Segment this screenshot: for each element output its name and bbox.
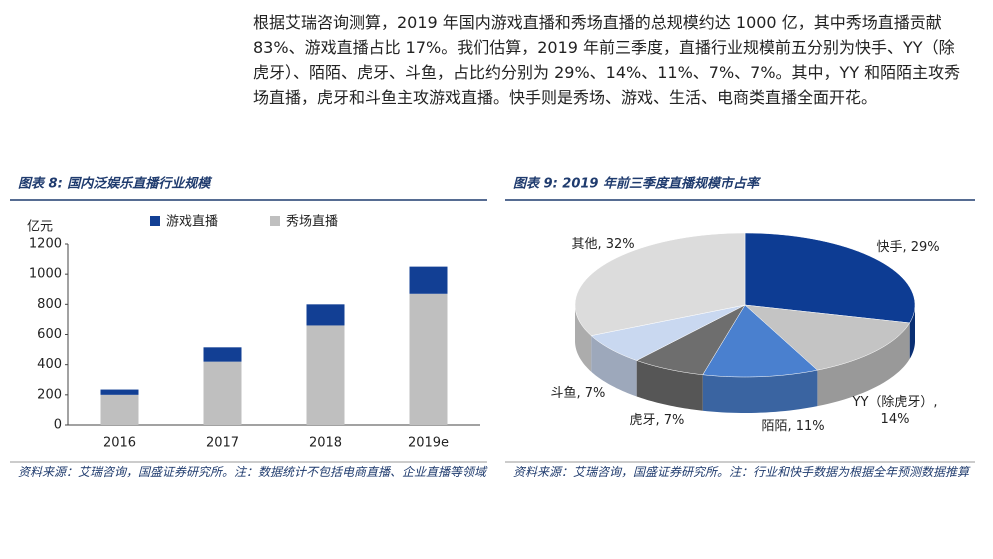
pie-label: 陌陌, 11% <box>761 418 825 434</box>
pie-label: 虎牙, 7% <box>629 412 685 428</box>
paragraph: 根据艾瑞咨询测算，2019 年国内游戏直播和秀场直播的总规模约达 1000 亿，… <box>253 13 961 107</box>
pie-label: 其他, 32% <box>571 236 635 252</box>
x-tick-label: 2016 <box>103 436 136 451</box>
pie-side <box>591 335 637 397</box>
bar-segment <box>306 325 345 425</box>
pie-side <box>575 305 592 372</box>
pie-side <box>817 322 910 407</box>
pie-label: 斗鱼, 7% <box>550 385 606 401</box>
pie-slice <box>702 304 818 378</box>
pie-label: YY（除虎牙）, 14% <box>852 395 938 427</box>
pie-side <box>636 360 703 411</box>
bar-segment <box>306 304 345 326</box>
y-tick-label: 1000 <box>29 267 62 282</box>
bar-segment <box>203 361 242 425</box>
bar-segment <box>409 293 448 425</box>
pie-label: 快手, 29% <box>876 239 940 255</box>
pie-side <box>702 370 818 413</box>
y-tick-label: 0 <box>54 418 62 433</box>
source: 资料来源：艾瑞咨询，国盛证券研究所。注：行业和快手数据为根据全年预测数据推算 <box>513 465 970 479</box>
legend-swatch <box>270 216 280 226</box>
x-tick-label: 2019e <box>408 436 449 451</box>
y-tick-label: 800 <box>37 297 62 312</box>
pie-slice <box>590 304 746 361</box>
source: 资料来源：艾瑞咨询，国盛证券研究所。注：数据统计不包括电商直播、企业直播等领域 <box>18 465 487 479</box>
x-tick-label: 2017 <box>206 436 239 451</box>
pie-side <box>909 305 915 359</box>
pie-slice <box>744 232 916 324</box>
pie-slice <box>574 232 746 336</box>
y-tick-label: 400 <box>37 357 62 372</box>
pie-slice <box>744 304 911 371</box>
legend-label: 游戏直播 <box>166 215 218 230</box>
bar-segment <box>409 266 448 294</box>
legend-swatch <box>150 216 160 226</box>
figure-title: 图表 9: 2019 年前三季度直播规模市占率 <box>513 176 762 192</box>
bar-segment <box>100 394 139 425</box>
figure-title: 图表 8: 国内泛娱乐直播行业规模 <box>18 176 213 192</box>
y-tick-label: 200 <box>37 387 62 402</box>
y-axis-label: 亿元 <box>27 220 53 235</box>
y-tick-label: 1200 <box>29 237 62 252</box>
bar-segment <box>100 389 139 395</box>
bar-segment <box>203 347 242 362</box>
legend-label: 秀场直播 <box>286 215 338 230</box>
x-tick-label: 2018 <box>309 436 342 451</box>
pie-slice <box>636 304 746 376</box>
y-tick-label: 600 <box>37 327 62 342</box>
